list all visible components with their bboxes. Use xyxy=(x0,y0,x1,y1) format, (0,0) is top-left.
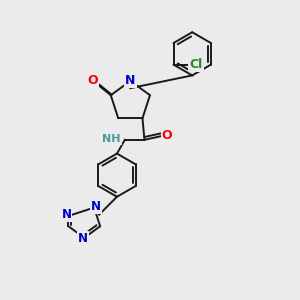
Text: N: N xyxy=(61,208,71,221)
Text: N: N xyxy=(78,232,88,245)
Text: O: O xyxy=(162,129,172,142)
Text: NH: NH xyxy=(102,134,121,144)
Text: N: N xyxy=(91,200,101,213)
Text: Cl: Cl xyxy=(190,58,203,71)
Text: N: N xyxy=(125,74,136,88)
Text: O: O xyxy=(88,74,98,87)
